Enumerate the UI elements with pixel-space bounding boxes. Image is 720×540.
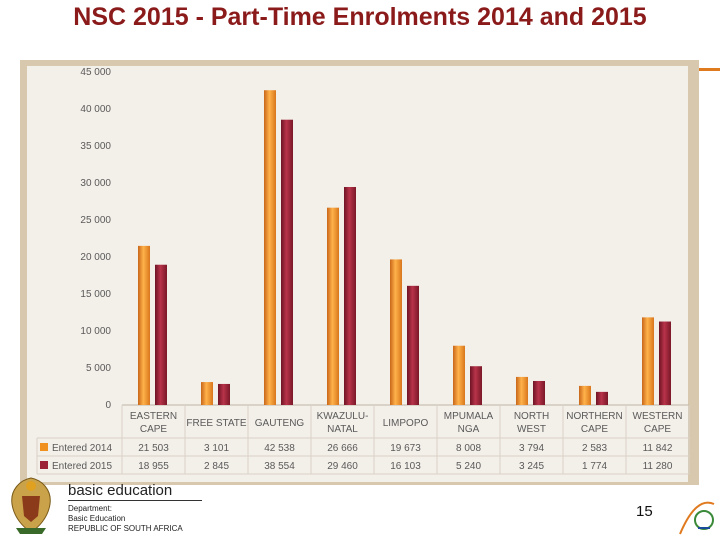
category-label: GAUTENG — [255, 418, 305, 429]
y-tick-label: 5 000 — [86, 363, 111, 374]
category-label: EASTERN — [130, 411, 177, 422]
bar-2015 — [470, 366, 482, 405]
table-cell-value: 3 794 — [519, 443, 544, 454]
coat-of-arms-logo — [11, 477, 51, 534]
page-number: 15 — [636, 503, 653, 520]
y-tick-label: 35 000 — [80, 141, 111, 152]
table-cell-value: 2 583 — [582, 443, 607, 454]
bar-2015 — [533, 380, 545, 405]
y-tick-label: 25 000 — [80, 215, 111, 226]
logo-text: basic education — [68, 482, 173, 499]
legend-label: Entered 2014 — [52, 443, 112, 454]
table-cell-value: 5 240 — [456, 461, 481, 472]
y-tick-label: 40 000 — [80, 104, 111, 115]
table-cell-value: 19 673 — [390, 443, 421, 454]
department-block: Department: Basic Education REPUBLIC OF … — [68, 504, 183, 534]
table-cell-value: 38 554 — [264, 461, 295, 472]
table-cell-value: 26 666 — [327, 443, 358, 454]
table-cell-value: 3 101 — [204, 443, 229, 454]
category-label: WEST — [517, 424, 546, 435]
legend-swatch-2015 — [40, 461, 48, 469]
category-label: NORTHERN — [566, 411, 622, 422]
category-label: NORTH — [514, 411, 549, 422]
category-label: CAPE — [644, 424, 672, 435]
table-cell-value: 29 460 — [327, 461, 358, 472]
y-tick-label: 0 — [105, 400, 111, 411]
category-label: NGA — [458, 424, 480, 435]
y-tick-label: 30 000 — [80, 178, 111, 189]
table-cell-value: 11 842 — [643, 443, 673, 454]
table-cell-value: 21 503 — [138, 443, 169, 454]
table-cell-value: 8 008 — [456, 443, 481, 454]
y-axis: 0 5 000 10 000 15 000 20 000 25 000 30 000 35 0… — [80, 67, 689, 411]
legend-swatch-2014 — [40, 443, 48, 451]
dept-line-2: Basic Education — [68, 514, 126, 523]
bars-group — [138, 90, 671, 405]
category-label: KWAZULU- — [317, 411, 369, 422]
bar-2015 — [344, 186, 356, 405]
logo-divider — [68, 500, 202, 501]
table-cell-value: 42 538 — [264, 443, 295, 454]
category-label: NATAL — [327, 424, 358, 435]
bar-2014 — [264, 90, 276, 405]
bar-2015 — [218, 383, 230, 405]
chart-plot-background — [27, 66, 688, 482]
category-label: MPUMALA — [444, 411, 494, 422]
decorative-accent-line — [697, 68, 720, 71]
dept-line-1: Department: — [68, 504, 113, 513]
bar-2014 — [516, 376, 528, 405]
y-tick-label: 20 000 — [80, 252, 111, 263]
table-cell-value: 16 103 — [390, 461, 421, 472]
bar-2014 — [579, 385, 591, 405]
bar-2015 — [659, 321, 671, 405]
bar-2014 — [642, 317, 654, 405]
bar-2014 — [201, 382, 213, 405]
bar-2014 — [453, 345, 465, 405]
y-tick-label: 10 000 — [80, 326, 111, 337]
bar-2015 — [407, 285, 419, 405]
y-tick-label: 15 000 — [80, 289, 111, 300]
table-cell-value: 2 845 — [204, 461, 229, 472]
table-cell-value: 3 245 — [519, 461, 544, 472]
category-label: FREE STATE — [186, 418, 247, 429]
data-table: EASTERN CAPE FREE STATE GAUTENG KWAZULU- NATA… — [36, 405, 690, 475]
category-label: CAPE — [581, 424, 609, 435]
y-tick-label: 45 000 — [80, 67, 111, 78]
bar-2015 — [596, 391, 608, 405]
bar-2015 — [155, 264, 167, 405]
table-cell-value: 11 280 — [643, 461, 673, 472]
corner-emblem-icon — [679, 501, 715, 535]
table-cell-value: 1 774 — [582, 461, 607, 472]
category-label: WESTERN — [633, 411, 683, 422]
legend-label: Entered 2015 — [52, 461, 112, 472]
category-label: CAPE — [140, 424, 168, 435]
slide-title: NSC 2015 - Part-Time Enrolments 2014 and… — [73, 3, 647, 31]
bar-2014 — [327, 207, 339, 405]
category-label: LIMPOPO — [383, 418, 429, 429]
bar-2014 — [390, 259, 402, 405]
bar-2014 — [138, 245, 150, 405]
bar-2015 — [281, 119, 293, 405]
dept-line-3: REPUBLIC OF SOUTH AFRICA — [68, 524, 183, 533]
table-cell-value: 18 955 — [138, 461, 169, 472]
